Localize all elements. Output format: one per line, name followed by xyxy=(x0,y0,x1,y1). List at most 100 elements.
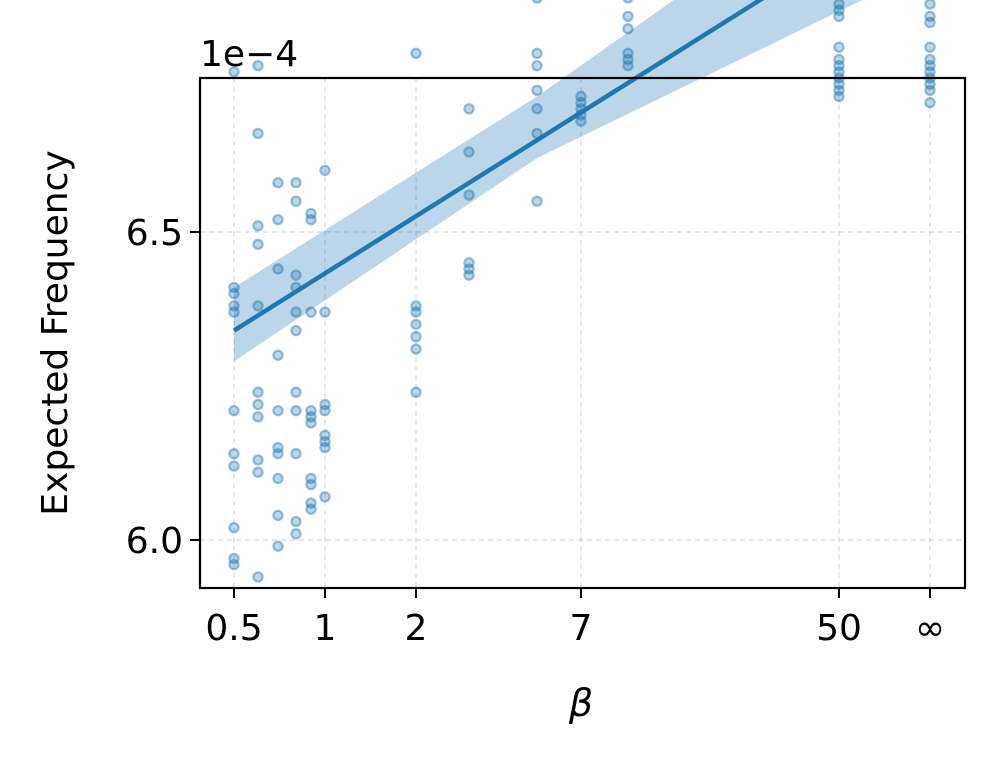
y-tick-label: 6.5 xyxy=(126,213,183,254)
data-point xyxy=(463,263,475,275)
data-point xyxy=(252,411,264,423)
data-point xyxy=(924,41,936,53)
data-point xyxy=(622,53,634,66)
data-point xyxy=(272,509,284,522)
plot-frame xyxy=(198,76,967,590)
data-point xyxy=(252,238,264,251)
data-point xyxy=(305,497,317,509)
data-point xyxy=(833,59,845,72)
y-tick-label: 6.0 xyxy=(126,521,183,562)
data-point xyxy=(924,0,936,10)
data-point xyxy=(272,540,284,552)
data-point xyxy=(228,281,240,294)
y-axis: 6.06.57.0 xyxy=(126,213,200,562)
data-point xyxy=(290,177,302,189)
data-point xyxy=(228,300,240,312)
data-point xyxy=(463,189,475,201)
data-point xyxy=(833,84,845,97)
x-tick-label: 7 xyxy=(570,608,593,649)
data-point xyxy=(272,263,284,275)
data-point xyxy=(272,441,284,454)
data-point xyxy=(319,306,331,318)
data-point xyxy=(272,349,284,361)
data-point xyxy=(531,47,543,60)
data-point xyxy=(252,454,264,466)
data-point xyxy=(410,343,422,355)
data-point xyxy=(272,472,284,485)
data-point xyxy=(924,16,936,29)
x-tick-label: 0.5 xyxy=(205,608,262,649)
data-point xyxy=(228,460,240,472)
data-point xyxy=(833,78,845,90)
data-point xyxy=(622,59,634,72)
data-point xyxy=(228,287,240,300)
data-point xyxy=(290,195,302,207)
regression-line xyxy=(232,0,765,333)
data-point xyxy=(228,558,240,571)
data-point xyxy=(319,491,331,503)
data-point xyxy=(575,96,587,109)
x-tick-label: 50 xyxy=(816,608,862,649)
data-point xyxy=(228,66,240,78)
data-point xyxy=(319,435,331,448)
data-point xyxy=(463,269,475,281)
data-point xyxy=(228,521,240,534)
data-point xyxy=(410,47,422,60)
data-point xyxy=(622,47,634,60)
data-point xyxy=(319,441,331,454)
data-point xyxy=(410,318,422,331)
data-point xyxy=(833,0,845,10)
data-point xyxy=(305,404,317,417)
data-point xyxy=(252,59,264,72)
data-point xyxy=(290,448,302,460)
data-point xyxy=(924,78,936,90)
data-point xyxy=(305,417,317,429)
data-point xyxy=(290,386,302,398)
data-point xyxy=(252,300,264,312)
data-point xyxy=(924,84,936,97)
data-point xyxy=(305,472,317,485)
data-point xyxy=(272,448,284,460)
data-point xyxy=(290,306,302,318)
data-point xyxy=(290,515,302,528)
data-point xyxy=(575,115,587,127)
x-tick-label: 1 xyxy=(314,608,337,649)
data-point xyxy=(319,404,331,417)
data-point xyxy=(410,306,422,318)
data-point xyxy=(622,23,634,35)
data-point xyxy=(410,386,422,398)
x-axis: 0.5 1 2 7 50 ∞ xyxy=(205,588,945,649)
data-point xyxy=(252,386,264,398)
data-point xyxy=(290,404,302,417)
data-point xyxy=(272,213,284,226)
data-point xyxy=(305,306,317,318)
data-point xyxy=(531,59,543,72)
data-point xyxy=(228,404,240,417)
data-point xyxy=(531,195,543,207)
data-point xyxy=(924,10,936,23)
regression-line-group xyxy=(232,0,765,333)
data-point xyxy=(924,66,936,78)
data-point xyxy=(290,324,302,337)
data-point xyxy=(272,177,284,189)
data-point xyxy=(463,146,475,158)
data-point xyxy=(305,207,317,220)
data-point xyxy=(622,10,634,23)
data-point xyxy=(463,103,475,115)
data-point xyxy=(410,331,422,343)
data-point xyxy=(228,306,240,318)
data-point xyxy=(531,0,543,4)
data-point xyxy=(575,90,587,103)
data-point xyxy=(833,53,845,66)
data-point xyxy=(319,398,331,411)
data-point xyxy=(290,269,302,281)
data-point xyxy=(410,300,422,312)
data-point xyxy=(305,213,317,226)
data-point xyxy=(833,66,845,78)
data-point xyxy=(305,503,317,515)
data-point xyxy=(924,53,936,66)
y-axis-label: Expected Frequency xyxy=(35,150,76,515)
data-point xyxy=(272,404,284,417)
data-point xyxy=(252,220,264,232)
